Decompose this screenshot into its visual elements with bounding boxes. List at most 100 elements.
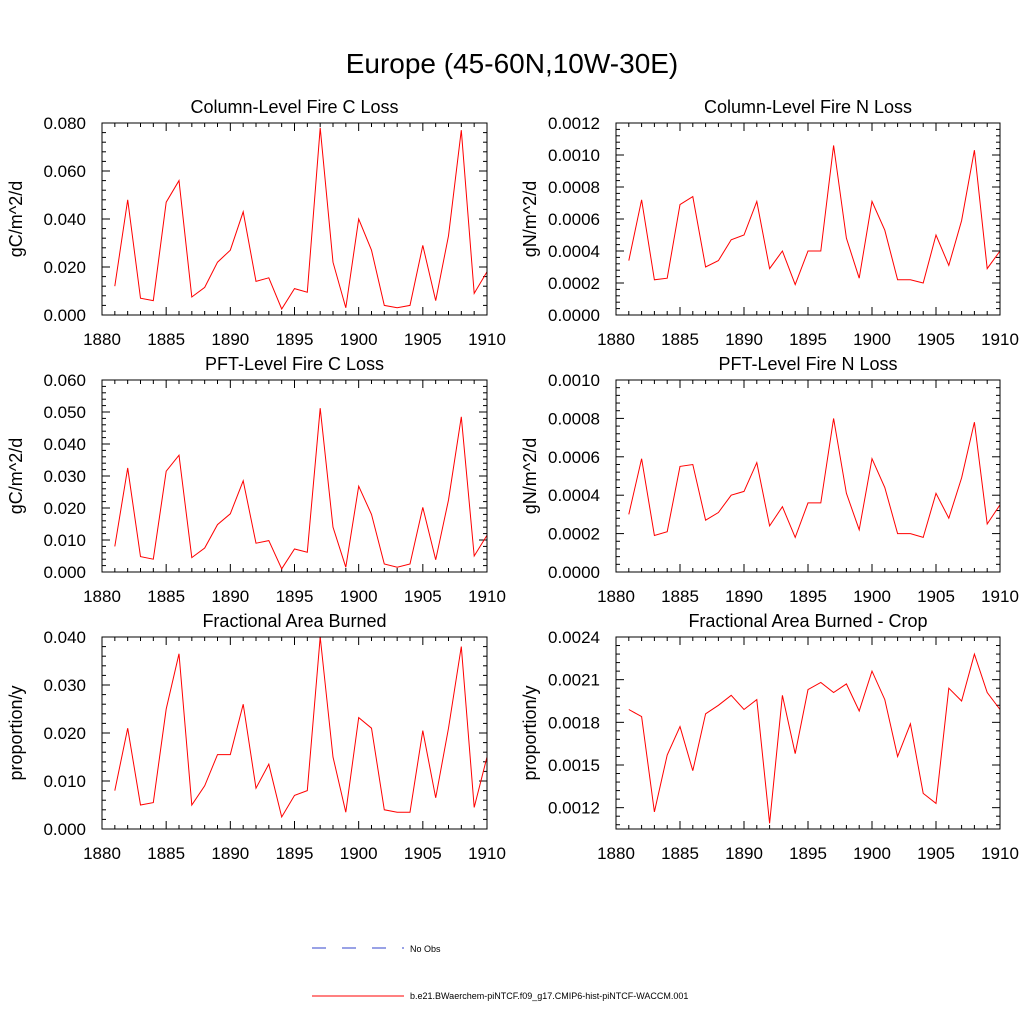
x-tick-label: 1910 xyxy=(468,330,506,349)
x-tick-label: 1900 xyxy=(340,587,378,606)
y-tick-label: 0.0006 xyxy=(548,210,600,229)
y-tick-label: 0.0002 xyxy=(548,274,600,293)
x-tick-label: 1905 xyxy=(404,587,442,606)
y-axis-label: proportion/y xyxy=(6,685,26,780)
y-tick-label: 0.060 xyxy=(43,371,86,390)
y-tick-label: 0.0012 xyxy=(548,799,600,818)
x-tick-label: 1880 xyxy=(597,587,635,606)
y-axis-label: gN/m^2/d xyxy=(520,438,540,514)
x-tick-label: 1880 xyxy=(83,844,121,863)
y-tick-label: 0.020 xyxy=(43,258,86,277)
y-axis-label: gN/m^2/d xyxy=(520,181,540,257)
panel-5: Fractional Area Burned proportion/y 1880 18… xyxy=(6,611,506,863)
series-line xyxy=(114,127,488,311)
legend-label-model: b.e21.BWaerchem-piNTCF.f09_g17.CMIP6-his… xyxy=(410,991,688,1001)
x-tick-label: 1880 xyxy=(83,587,121,606)
y-tick-label: 0.0000 xyxy=(548,563,600,582)
y-tick-label: 0.050 xyxy=(43,403,86,422)
y-tick-label: 0.040 xyxy=(43,210,86,229)
page-title: Europe (45-60N,10W-30E) xyxy=(345,48,679,79)
x-tick-label: 1895 xyxy=(789,330,827,349)
x-tick-label: 1895 xyxy=(276,587,314,606)
x-tick-label: 1880 xyxy=(83,330,121,349)
x-tick-label: 1890 xyxy=(211,587,249,606)
plot-frame xyxy=(101,379,488,573)
series-line xyxy=(628,418,1001,539)
y-tick-label: 0.0004 xyxy=(548,486,600,505)
x-tick-label: 1905 xyxy=(917,844,955,863)
y-tick-label: 0.060 xyxy=(43,162,86,181)
x-tick-label: 1900 xyxy=(340,330,378,349)
y-tick-label: 0.080 xyxy=(43,114,86,133)
y-tick-label: 0.0010 xyxy=(548,146,600,165)
y-axis-label: proportion/y xyxy=(520,685,540,780)
x-tick-label: 1895 xyxy=(276,844,314,863)
y-tick-label: 0.0010 xyxy=(548,371,600,390)
y-axis-label: gC/m^2/d xyxy=(6,181,26,257)
x-tick-label: 1885 xyxy=(661,587,699,606)
x-tick-label: 1890 xyxy=(725,330,763,349)
x-tick-label: 1895 xyxy=(789,587,827,606)
y-tick-label: 0.0018 xyxy=(548,713,600,732)
x-tick-label: 1890 xyxy=(725,844,763,863)
plot-frame xyxy=(615,122,1001,316)
x-tick-label: 1890 xyxy=(725,587,763,606)
y-tick-label: 0.0000 xyxy=(548,306,600,325)
y-tick-label: 0.020 xyxy=(43,499,86,518)
x-tick-label: 1885 xyxy=(661,844,699,863)
panel-title: PFT-Level Fire N Loss xyxy=(718,354,897,374)
series-line xyxy=(114,408,488,570)
x-tick-label: 1890 xyxy=(211,330,249,349)
x-tick-label: 1885 xyxy=(147,330,185,349)
series-line xyxy=(628,145,1001,287)
x-tick-label: 1895 xyxy=(789,844,827,863)
legend-label-no-obs: No Obs xyxy=(410,944,441,954)
y-tick-label: 0.0024 xyxy=(548,628,600,647)
x-tick-label: 1885 xyxy=(147,587,185,606)
x-tick-label: 1905 xyxy=(917,587,955,606)
y-tick-label: 0.000 xyxy=(43,820,86,839)
x-tick-label: 1900 xyxy=(340,844,378,863)
y-tick-label: 0.0021 xyxy=(548,671,600,690)
panel-title: Fractional Area Burned - Crop xyxy=(688,611,927,631)
y-tick-label: 0.000 xyxy=(43,563,86,582)
plot-frame xyxy=(101,122,488,316)
plot-frame xyxy=(615,636,1001,830)
plot-frame xyxy=(615,379,1001,573)
x-tick-label: 1910 xyxy=(981,844,1019,863)
y-tick-label: 0.030 xyxy=(43,467,86,486)
x-tick-label: 1890 xyxy=(211,844,249,863)
plot-frame xyxy=(101,636,488,830)
x-tick-label: 1880 xyxy=(597,330,635,349)
x-tick-label: 1905 xyxy=(917,330,955,349)
x-tick-label: 1900 xyxy=(853,330,891,349)
y-axis-label: gC/m^2/d xyxy=(6,438,26,514)
y-tick-label: 0.040 xyxy=(43,628,86,647)
x-tick-label: 1905 xyxy=(404,844,442,863)
y-tick-label: 0.0002 xyxy=(548,525,600,544)
panel-title: Fractional Area Burned xyxy=(202,611,386,631)
panel-title: Column-Level Fire N Loss xyxy=(704,97,912,117)
y-tick-label: 0.020 xyxy=(43,724,86,743)
panel-6: Fractional Area Burned - Crop proportion/… xyxy=(520,611,1019,863)
series-line xyxy=(114,636,488,819)
x-tick-label: 1910 xyxy=(981,587,1019,606)
panel-1: Column-Level Fire C Loss gC/m^2/d 1880 1885… xyxy=(6,97,506,349)
y-tick-label: 0.0008 xyxy=(548,178,600,197)
panel-4: PFT-Level Fire N Loss gN/m^2/d 1880 1885 189… xyxy=(520,354,1019,606)
panel-3: PFT-Level Fire C Loss gC/m^2/d 1880 1885 189… xyxy=(6,354,506,606)
x-tick-label: 1885 xyxy=(661,330,699,349)
x-tick-label: 1910 xyxy=(981,330,1019,349)
x-tick-label: 1910 xyxy=(468,844,506,863)
x-tick-label: 1900 xyxy=(853,587,891,606)
y-tick-label: 0.0012 xyxy=(548,114,600,133)
y-tick-label: 0.040 xyxy=(43,435,86,454)
panel-title: Column-Level Fire C Loss xyxy=(190,97,398,117)
x-tick-label: 1885 xyxy=(147,844,185,863)
x-tick-label: 1895 xyxy=(276,330,314,349)
y-tick-label: 0.010 xyxy=(43,772,86,791)
x-tick-label: 1900 xyxy=(853,844,891,863)
y-tick-label: 0.0006 xyxy=(548,448,600,467)
y-tick-label: 0.0008 xyxy=(548,409,600,428)
